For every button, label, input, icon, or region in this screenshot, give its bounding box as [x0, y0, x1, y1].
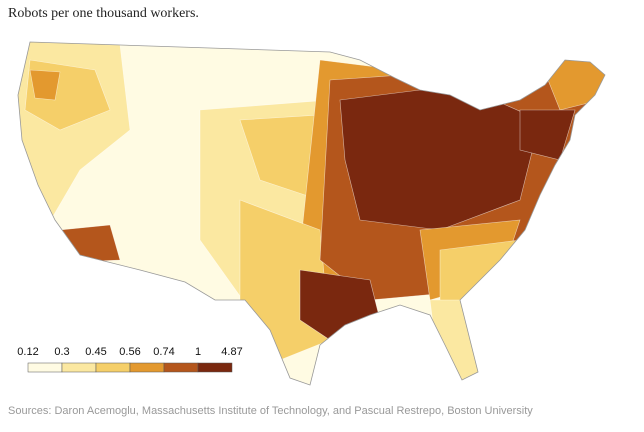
legend-swatch	[197, 362, 233, 373]
source-note: Sources: Daron Acemoglu, Massachusetts I…	[8, 405, 533, 417]
legend-tick-label: 0.56	[119, 346, 140, 358]
legend: 0.12 0.3 0.45 0.56 0.74 1 4.87	[17, 346, 243, 373]
legend-tick-label: 1	[195, 346, 201, 358]
legend-swatch	[95, 362, 131, 373]
region	[429, 299, 481, 385]
legend-tick-label: 0.74	[153, 346, 174, 358]
choropleth	[18, 42, 605, 385]
region	[59, 224, 121, 263]
legend-swatch	[129, 362, 165, 373]
legend-swatch	[163, 362, 199, 373]
legend-swatch	[27, 362, 63, 373]
legend-tick-label: 0.3	[54, 346, 69, 358]
region	[29, 69, 61, 101]
map-title: Robots per one thousand workers.	[8, 6, 199, 21]
legend-tick-label: 4.87	[221, 346, 242, 358]
legend-tick-label: 0.12	[17, 346, 38, 358]
map: 0.12 0.3 0.45 0.56 0.74 1 4.87	[17, 41, 606, 386]
us-outline	[17, 41, 606, 386]
legend-swatch	[61, 362, 97, 373]
legend-tick-label: 0.45	[85, 346, 106, 358]
